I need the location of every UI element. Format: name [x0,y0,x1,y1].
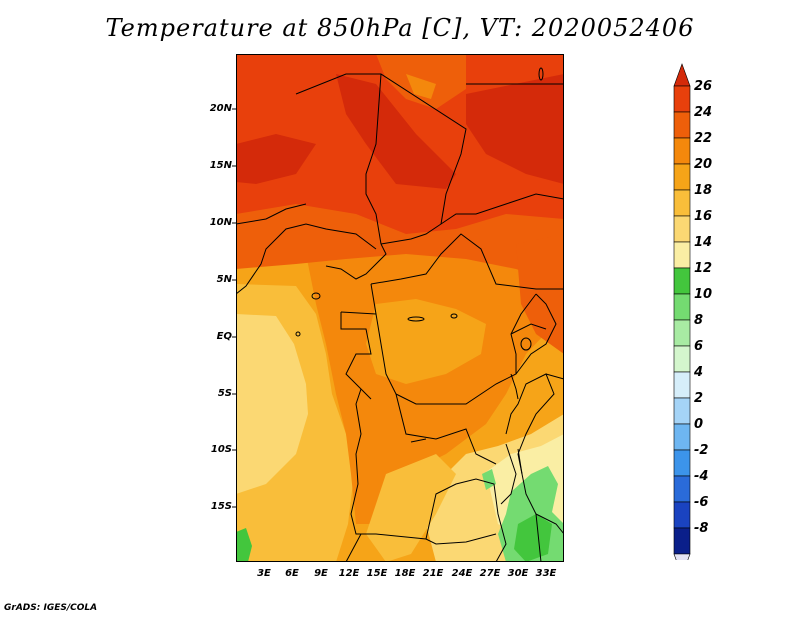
lat-label-15s: 15S [210,501,232,512]
chart-title: Temperature at 850hPa [C], VT: 202005240… [105,14,695,42]
colorbar-label-2: 2 [694,391,704,406]
colorbar-segment [673,527,691,555]
colorbar-bottom-arrow [673,553,691,560]
map-border [236,54,564,562]
lat-label-15n: 15N [209,160,232,171]
temp-band-18-central [366,299,486,384]
colorbar-segment [673,267,691,295]
temp-band-24-west-bulge [236,134,316,184]
temp-band-20-northtop [406,74,436,99]
colorbar-segment [673,423,691,451]
lon-label-15e: 15E [366,568,388,579]
temp-band-22-east [516,234,564,354]
colorbar-segment [673,371,691,399]
colorbar-label-4: 4 [694,365,704,380]
colorbar-label-26: 26 [694,79,713,94]
lat-label-5n: 5N [216,274,232,285]
grads-credit: GrADS: IGES/COLA [4,603,98,613]
lon-label-6e: 6E [285,568,299,579]
temperature-map [236,54,564,562]
colorbar-segment [673,215,691,243]
lat-label-5s: 5S [217,388,232,399]
colorbar-label-8: 8 [694,313,704,328]
colorbar-segment [673,449,691,477]
colorbar-segment [673,85,691,113]
colorbar-label-neg6: -6 [694,495,709,510]
lon-label-24e: 24E [451,568,473,579]
colorbar-label-0: 0 [694,417,704,432]
lon-label-9e: 9E [314,568,328,579]
lon-label-30e: 30E [507,568,529,579]
colorbar [673,63,691,560]
lat-ticks [232,108,236,508]
lon-label-12e: 12E [338,568,360,579]
colorbar-segment [673,163,691,191]
colorbar-segment [673,241,691,269]
colorbar-segment [673,111,691,139]
lat-label-eq: EQ [216,331,232,342]
country-borders [236,73,564,562]
colorbar-segment [673,345,691,373]
temp-band-26-northeast [466,74,564,184]
lat-label-20n: 20N [209,103,232,114]
colorbar-label-14: 14 [694,235,713,250]
colorbar-top-arrow [673,63,691,87]
colorbar-label-neg8: -8 [694,521,709,536]
colorbar-segment [673,501,691,529]
colorbar-label-18: 18 [694,183,713,198]
colorbar-label-24: 24 [694,105,713,120]
temp-band-14-west [236,314,308,494]
colorbar-label-12: 12 [694,261,713,276]
colorbar-label-22: 22 [694,131,713,146]
lakes [295,67,544,475]
lat-label-10s: 10S [210,444,232,455]
colorbar-segment [673,397,691,425]
temp-band-26-north [336,74,456,189]
colorbar-segment [673,319,691,347]
colorbar-label-neg2: -2 [694,443,709,458]
temp-band-12-southwest [236,528,252,562]
colorbar-segment [673,475,691,503]
lon-label-27e: 27E [479,568,501,579]
colorbar-segment [673,137,691,165]
colorbar-label-6: 6 [694,339,704,354]
colorbar-label-neg4: -4 [694,469,709,484]
colorbar-segment [673,189,691,217]
lat-label-10n: 10N [209,217,232,228]
colorbar-label-16: 16 [694,209,713,224]
colorbar-label-20: 20 [694,157,713,172]
lon-label-21e: 21E [422,568,444,579]
lon-label-33e: 33E [535,568,557,579]
temp-band-12-patch [482,469,496,490]
temp-band-11-southeast [514,514,552,562]
colorbar-label-10: 10 [694,287,713,302]
lon-label-18e: 18E [394,568,416,579]
colorbar-segment [673,293,691,321]
lon-label-3e: 3E [257,568,271,579]
